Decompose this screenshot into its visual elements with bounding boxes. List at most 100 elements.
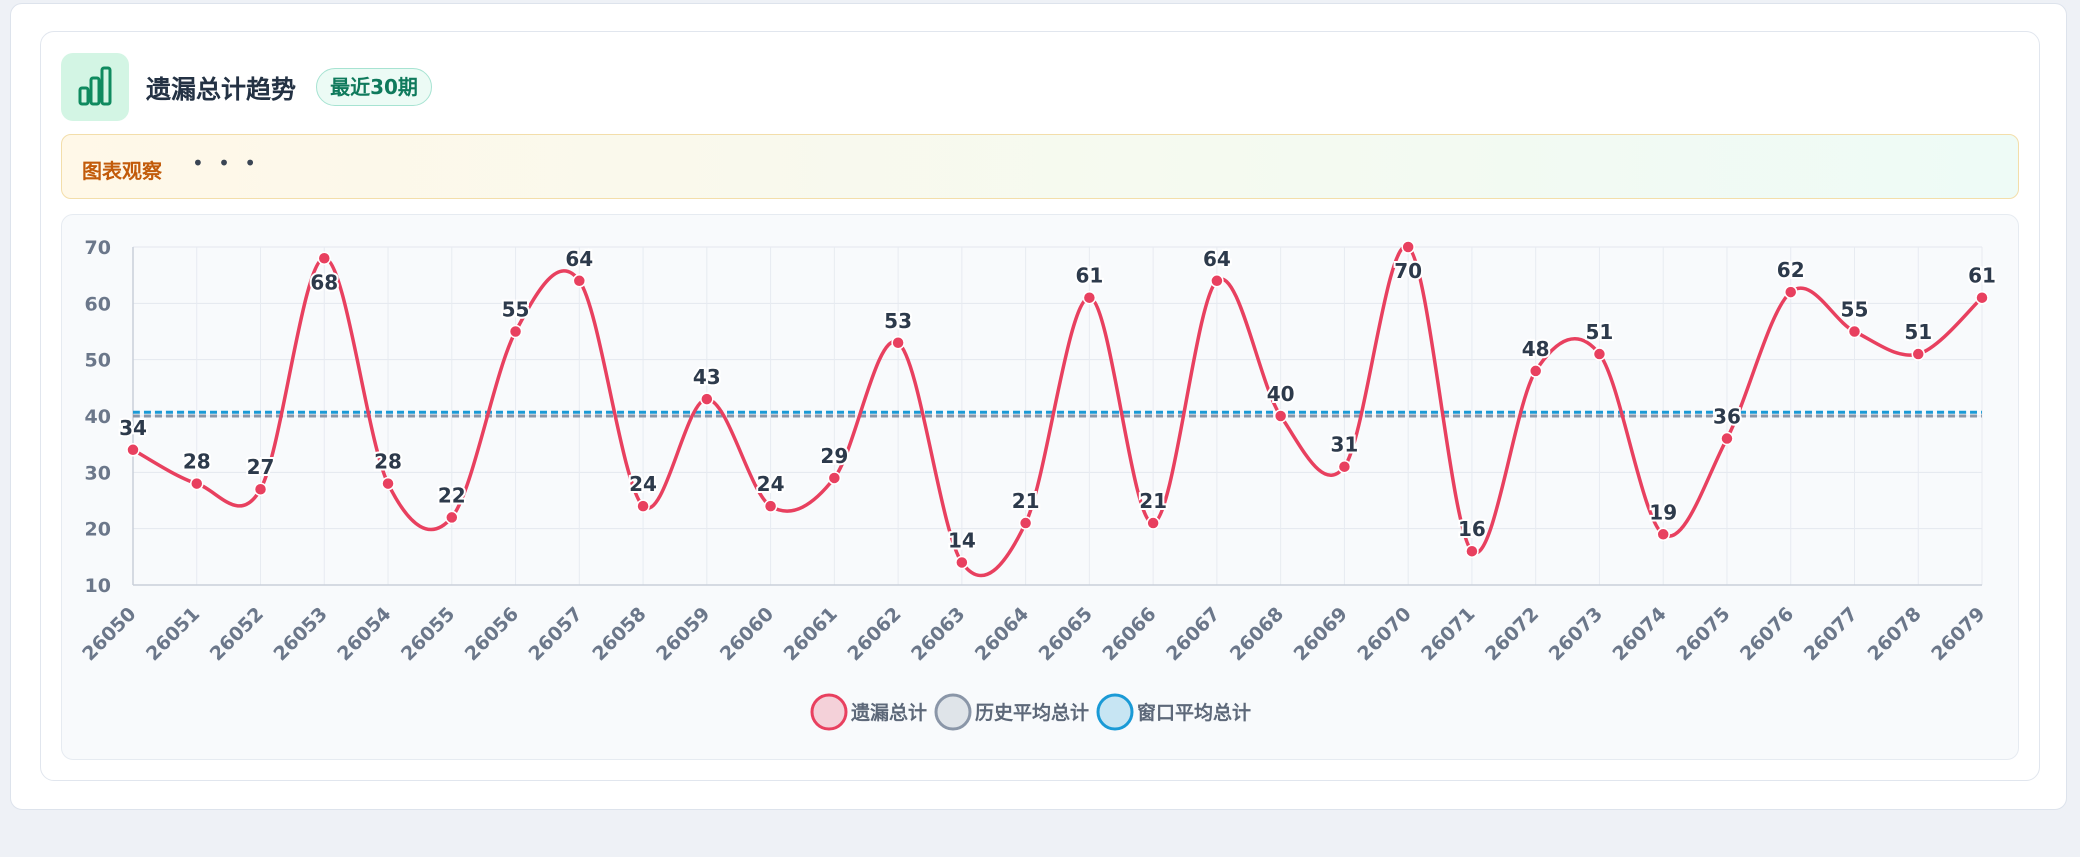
data-label: 62 [1777,258,1805,282]
x-tick-label: 26061 [780,603,842,665]
data-label: 27 [247,455,275,479]
data-point [381,476,395,491]
data-point [1210,274,1224,288]
data-label: 51 [1586,320,1614,344]
y-tick-label: 50 [85,350,111,372]
data-label: 31 [1330,433,1358,457]
x-tick-label: 26063 [907,603,969,665]
x-tick-label: 26066 [1098,603,1160,665]
data-point [1783,285,1798,299]
data-label: 61 [1968,264,1996,288]
data-point [636,499,650,513]
legend-label: 遗漏总计 [850,701,927,724]
data-label: 21 [1139,489,1167,513]
data-label: 43 [693,365,721,389]
data-point [508,324,523,339]
data-point [126,443,140,457]
x-tick-label: 26072 [1481,603,1543,665]
data-label: 61 [1075,264,1103,288]
x-tick-label: 26054 [333,603,395,665]
data-point [1018,516,1033,530]
x-tick-label: 26067 [1162,603,1224,665]
data-point [572,274,587,288]
data-label: 28 [183,450,211,474]
x-tick-label: 26059 [652,603,714,665]
x-tick-label: 26055 [397,603,459,665]
data-point [1847,324,1862,339]
data-point [700,392,714,406]
data-point [1146,516,1160,530]
data-label: 24 [757,472,785,496]
observation-text[interactable]: • • • [192,151,261,175]
x-tick-label: 26073 [1545,603,1607,665]
x-tick-label: 26076 [1736,603,1798,665]
x-tick-label: 26075 [1672,603,1734,665]
x-tick-label: 26074 [1608,603,1670,665]
data-label: 64 [565,247,593,271]
card-title: 遗漏总计趋势 [146,75,297,104]
data-label: 19 [1649,500,1677,524]
icon-svg [78,66,112,106]
data-point [1911,347,1925,361]
data-point [955,555,969,570]
x-tick-label: 26069 [1290,603,1352,665]
data-label: 14 [948,528,976,552]
data-label: 16 [1458,517,1486,541]
x-tick-label: 26056 [461,603,523,665]
data-point [763,499,778,513]
data-label: 48 [1522,337,1550,361]
data-point [827,471,842,485]
data-point [1465,544,1479,558]
observation-label: 图表观察 [82,159,162,183]
data-label: 34 [119,416,147,440]
data-label: 68 [310,270,338,294]
data-point [1528,364,1543,378]
data-label: 51 [1904,320,1932,344]
legend-label: 历史平均总计 [975,701,1089,724]
y-tick-label: 30 [85,462,111,484]
x-tick-label: 26058 [588,603,650,665]
x-tick-label: 26062 [843,603,905,665]
x-tick-label: 26070 [1353,603,1415,665]
data-point [1082,290,1097,305]
data-label: 24 [629,472,657,496]
data-point [1273,409,1288,423]
period-badge: 最近30期 [316,68,432,106]
data-label: 36 [1713,405,1741,429]
data-label: 28 [374,450,402,474]
y-tick-label: 60 [85,293,111,315]
observation-box: 图表观察 • • • [61,134,2019,199]
y-tick-label: 70 [85,237,111,259]
data-point [1401,240,1415,254]
data-label: 22 [438,483,466,507]
data-point [1720,431,1734,446]
data-label: 55 [1841,298,1869,322]
data-label: 55 [502,298,530,322]
y-tick-label: 40 [85,406,111,428]
x-tick-label: 26050 [78,603,140,665]
x-tick-label: 26068 [1226,603,1288,665]
data-point [1592,347,1607,361]
y-tick-label: 10 [85,575,111,597]
y-tick-label: 20 [85,519,111,541]
data-label: 70 [1394,259,1422,283]
data-point [1975,290,1989,305]
x-tick-label: 26060 [716,603,778,665]
data-point [253,482,268,496]
data-point [445,510,459,525]
x-tick-label: 26078 [1863,603,1925,665]
x-tick-label: 26051 [142,603,204,665]
data-label: 53 [884,309,912,333]
x-tick-label: 26064 [971,603,1033,665]
x-tick-label: 26052 [206,603,268,665]
x-tick-label: 26057 [525,603,587,665]
legend-swatch [1096,693,1134,731]
legend-swatch [934,693,972,731]
data-label: 29 [820,444,848,468]
data-label: 64 [1203,247,1231,271]
chart-icon [61,53,129,121]
x-tick-label: 26079 [1927,603,1989,665]
legend-swatch [810,693,848,731]
data-point [1656,527,1670,542]
